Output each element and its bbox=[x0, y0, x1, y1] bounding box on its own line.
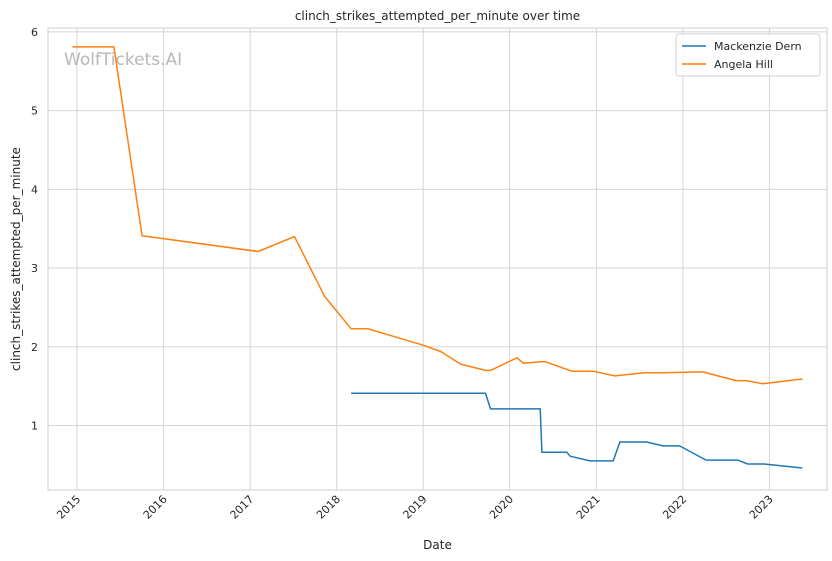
y-tick-label: 4 bbox=[31, 183, 38, 196]
series-line-mackenzie-dern bbox=[351, 392, 803, 469]
chart-title: clinch_strikes_attempted_per_minute over… bbox=[295, 9, 580, 23]
y-tick-label: 2 bbox=[31, 341, 38, 354]
legend-entry-label: Mackenzie Dern bbox=[714, 40, 802, 53]
legend-box bbox=[675, 33, 821, 77]
grid-lines bbox=[48, 28, 827, 490]
series-lines bbox=[72, 46, 803, 469]
y-tick-label: 1 bbox=[31, 419, 38, 432]
watermark-text: WolfTickets.AI bbox=[64, 50, 182, 70]
y-tick-label: 3 bbox=[31, 262, 38, 275]
y-tick-label: 5 bbox=[31, 105, 38, 118]
legend: Mackenzie Dern Angela Hill bbox=[675, 33, 821, 77]
legend-entry-label: Angela Hill bbox=[714, 58, 773, 71]
x-axis-label: Date bbox=[423, 538, 452, 552]
y-tick-label: 6 bbox=[31, 26, 38, 39]
plot-frame bbox=[47, 27, 828, 491]
series-line-angela-hill bbox=[72, 46, 803, 385]
y-axis-label: clinch_strikes_attempted_per_minute bbox=[9, 147, 23, 371]
